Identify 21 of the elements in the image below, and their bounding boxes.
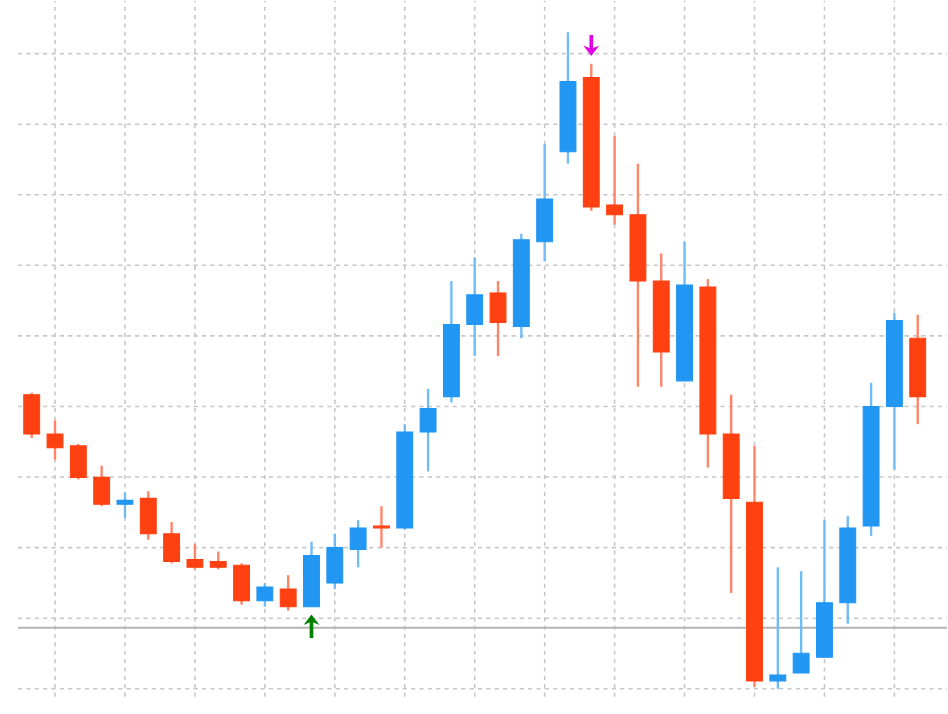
candlestick <box>186 542 204 571</box>
candlestick <box>536 142 554 263</box>
candlestick <box>792 569 810 674</box>
candlestick <box>163 520 181 565</box>
candlestick <box>23 391 41 439</box>
candlestick <box>116 491 134 519</box>
candlestick <box>769 565 787 690</box>
candlestick <box>93 464 111 508</box>
candlestick <box>419 387 437 473</box>
candlestick <box>139 489 157 541</box>
candlestick <box>233 561 250 606</box>
candlestick <box>606 134 624 226</box>
candlestick <box>69 442 87 481</box>
candlestick <box>466 255 484 357</box>
candlestick <box>279 573 297 612</box>
candlestick <box>489 279 507 357</box>
candlestick <box>372 504 390 549</box>
candlestick <box>46 418 64 461</box>
candlestick <box>349 518 367 569</box>
candlestick <box>256 581 274 608</box>
candlestick <box>326 532 344 590</box>
